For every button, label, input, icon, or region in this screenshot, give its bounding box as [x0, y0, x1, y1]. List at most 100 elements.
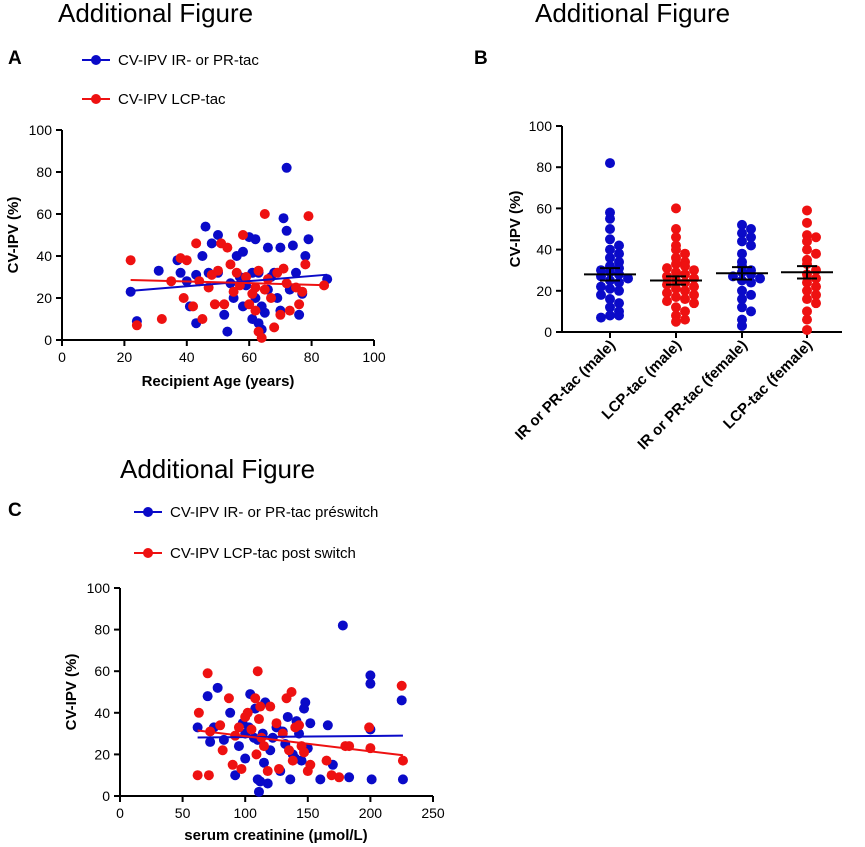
- legend-marker-red: [91, 94, 101, 104]
- panel-a-label: A: [8, 48, 22, 69]
- c-point-red: [262, 766, 273, 777]
- panel-c-legend: CV-IPV IR- or PR-tac préswitch CV-IPV LC…: [134, 504, 378, 562]
- a-point-red: [197, 314, 208, 324]
- c-point-blue: [300, 697, 311, 708]
- c-point-red: [215, 720, 226, 731]
- c-xtick-label: 250: [421, 805, 445, 821]
- c-point-red: [287, 755, 298, 766]
- c-point-blue: [305, 718, 316, 729]
- a-ytick-label: 100: [29, 122, 53, 138]
- b-ytick-label: 20: [536, 283, 552, 299]
- a-point-red: [284, 305, 295, 316]
- b-point-blue: [755, 273, 765, 284]
- c-xtick-label: 150: [296, 805, 320, 821]
- a-point-red: [213, 265, 223, 276]
- b-point-red: [671, 259, 681, 270]
- a-point-red: [297, 286, 308, 297]
- b-point-blue: [605, 244, 615, 255]
- c-point-red: [246, 724, 257, 735]
- c-point-red: [299, 747, 310, 758]
- b-point-blue: [746, 289, 756, 300]
- c-point-blue: [253, 786, 264, 797]
- b-point-red: [689, 289, 699, 300]
- a-point-red: [188, 301, 199, 312]
- b-point-red: [680, 261, 690, 272]
- c-point-blue: [282, 711, 293, 722]
- c-point-blue: [212, 682, 223, 693]
- b-category-label: IR or PR-tac (female): [634, 337, 750, 453]
- a-xtick-label: 20: [117, 349, 133, 365]
- b-point-red: [689, 298, 699, 309]
- a-point-red: [275, 309, 286, 320]
- b-point-red: [802, 217, 812, 228]
- b-point-blue: [605, 158, 615, 169]
- a-point-blue: [291, 267, 301, 278]
- b-point-blue: [737, 302, 747, 313]
- c-point-blue: [258, 757, 269, 768]
- b-point-red: [811, 248, 821, 259]
- panel-a-y-ticks: 0 20 40 60 80 100: [29, 122, 62, 348]
- a-point-red: [303, 211, 314, 222]
- a-point-blue: [281, 162, 292, 173]
- b-point-red: [680, 294, 690, 305]
- c-point-blue: [322, 720, 333, 731]
- b-point-blue: [737, 285, 747, 296]
- panel-b-mean-bars: [584, 265, 833, 286]
- panel-b: Additional Figure B 0 20 40 60 80 100 IR or P…: [474, 0, 842, 453]
- b-point-red: [671, 316, 681, 327]
- a-xtick-label: 60: [241, 349, 257, 365]
- c-ytick-label: 80: [94, 622, 110, 638]
- b-point-red: [802, 314, 812, 325]
- a-point-blue: [222, 326, 233, 337]
- b-point-red: [802, 205, 812, 216]
- c-ytick-label: 20: [94, 746, 110, 762]
- b-point-blue: [737, 320, 747, 331]
- b-point-red: [671, 283, 681, 294]
- b-point-blue: [746, 232, 756, 243]
- c-point-red: [305, 759, 316, 770]
- c-point-blue: [365, 678, 376, 689]
- b-point-red: [662, 296, 672, 307]
- b-point-red: [671, 224, 681, 234]
- b-point-blue: [737, 275, 747, 286]
- c-xtick-label: 0: [116, 805, 124, 821]
- b-point-red: [671, 232, 681, 243]
- c-point-blue: [285, 774, 296, 785]
- b-point-red: [802, 236, 812, 247]
- panel-a-xlabel: Recipient Age (years): [142, 373, 295, 390]
- c-point-blue: [396, 695, 407, 706]
- c-point-blue: [296, 755, 307, 766]
- a-point-blue: [125, 286, 136, 297]
- a-ytick-label: 0: [44, 332, 52, 348]
- c-point-red: [271, 718, 282, 729]
- b-ytick-label: 100: [529, 118, 553, 134]
- c-point-blue: [233, 741, 244, 752]
- a-point-blue: [206, 238, 217, 249]
- legend-marker-blue: [91, 55, 101, 65]
- a-point-red: [209, 299, 220, 310]
- a-point-red: [266, 293, 277, 303]
- a-point-blue: [219, 309, 230, 320]
- c-point-red: [236, 763, 247, 774]
- panel-c-legend-blue: CV-IPV IR- or PR-tac préswitch: [170, 504, 378, 521]
- panel-c-fit-lines: [197, 729, 404, 757]
- b-point-blue: [605, 234, 615, 245]
- b-point-red: [811, 289, 821, 300]
- a-xtick-label: 80: [304, 349, 320, 365]
- b-point-blue: [605, 213, 615, 224]
- panel-a-ylabel: CV-IPV (%): [5, 197, 22, 274]
- c-point-red: [286, 687, 297, 697]
- c-point-red: [274, 763, 285, 774]
- c-point-blue: [337, 620, 348, 631]
- b-point-blue: [746, 224, 756, 234]
- c-point-red: [284, 745, 295, 756]
- c-point-red: [242, 707, 253, 718]
- b-point-red: [662, 287, 672, 298]
- c-xtick-label: 200: [359, 805, 383, 821]
- b-point-red: [689, 265, 699, 276]
- a-ytick-label: 40: [36, 248, 52, 264]
- c-point-blue: [262, 778, 273, 789]
- c-point-red: [253, 714, 264, 725]
- b-point-blue: [737, 219, 747, 230]
- c-point-blue: [240, 753, 251, 764]
